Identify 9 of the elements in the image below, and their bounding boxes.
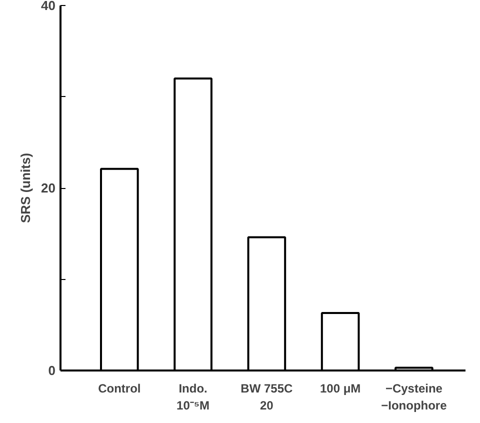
y-tick-label: 20 xyxy=(41,180,56,196)
x-tick-label: Control xyxy=(98,382,141,396)
y-tick-label: 40 xyxy=(41,0,56,13)
x-tick-label: Indo. 10⁻⁵M xyxy=(176,382,210,412)
x-tick-label: 100 μM xyxy=(320,382,361,396)
y-tick-label: 0 xyxy=(48,363,56,378)
x-tick-label: −Cysteine −Ionophore xyxy=(381,382,448,412)
y-axis-title: SRS (units) xyxy=(18,152,34,224)
x-tick-label: BW 755C 20 xyxy=(240,382,294,412)
